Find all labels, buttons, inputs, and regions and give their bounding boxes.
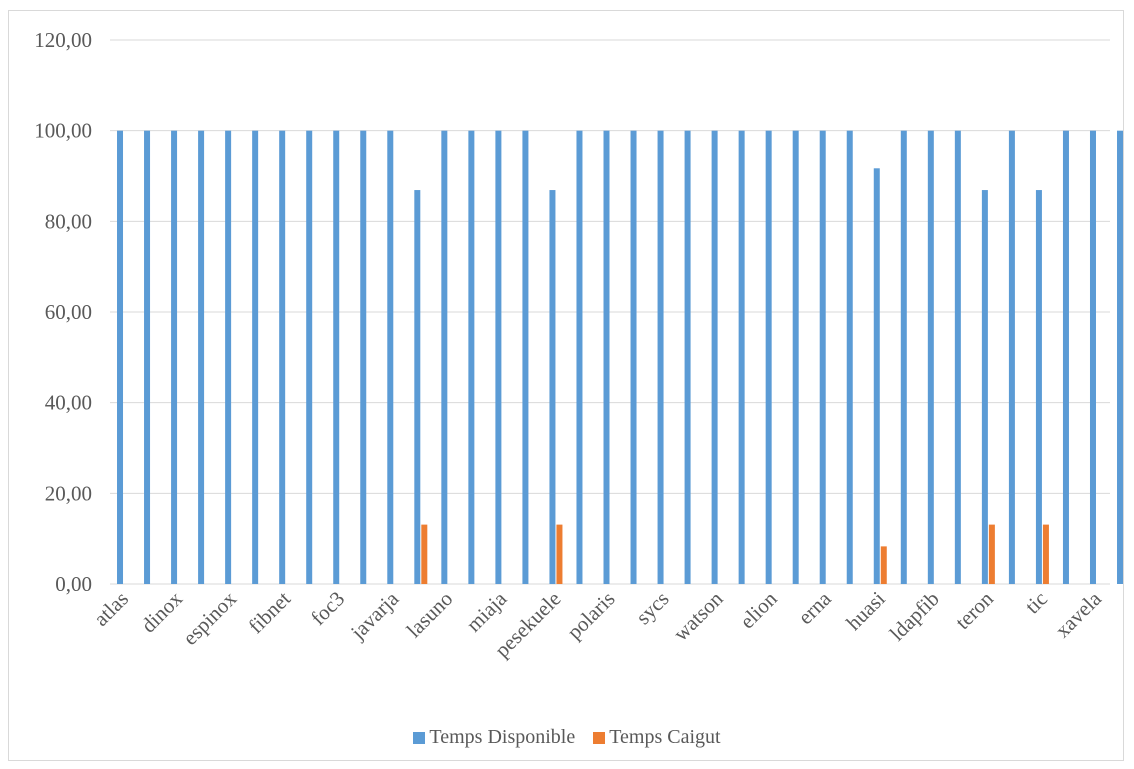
x-tick-label: elion xyxy=(735,586,782,633)
bar-temps-disponible xyxy=(657,130,664,584)
bar-temps-disponible xyxy=(819,130,826,584)
bar-temps-disponible xyxy=(387,130,394,584)
legend-item-series-1: Temps Caigut xyxy=(593,726,721,749)
x-tick-label: huasi xyxy=(841,586,889,634)
bar-temps-disponible xyxy=(684,130,691,584)
bar-temps-caigut xyxy=(556,524,563,584)
y-tick-label: 60,00 xyxy=(45,300,92,324)
bar-temps-disponible xyxy=(198,130,205,584)
bar-temps-disponible xyxy=(306,130,313,584)
bar-temps-caigut xyxy=(1042,524,1049,584)
bar-temps-disponible xyxy=(792,130,799,584)
bar-temps-disponible xyxy=(603,130,610,584)
x-tick-label: polaris xyxy=(562,587,619,644)
bar-temps-disponible xyxy=(144,130,151,584)
legend-label: Temps Disponible xyxy=(429,726,576,748)
bar-temps-disponible xyxy=(1117,130,1124,584)
bar-temps-disponible xyxy=(1062,130,1069,584)
bar-temps-disponible xyxy=(441,130,448,584)
bar-temps-caigut xyxy=(880,546,887,584)
y-tick-label: 20,00 xyxy=(45,481,92,505)
legend-item-series-0: Temps Disponible xyxy=(413,726,575,749)
bar-temps-disponible xyxy=(1035,190,1042,584)
y-tick-label: 80,00 xyxy=(45,209,92,233)
bar-temps-disponible xyxy=(225,130,232,584)
x-tick-label: foc3 xyxy=(306,587,349,630)
y-tick-label: 40,00 xyxy=(45,391,92,415)
bar-temps-disponible xyxy=(468,130,475,584)
bar-temps-disponible xyxy=(1089,130,1096,584)
y-tick-label: 120,00 xyxy=(34,28,92,52)
bar-temps-disponible xyxy=(954,130,961,584)
bar-temps-disponible xyxy=(414,190,421,584)
legend-swatch xyxy=(593,731,606,744)
bar-temps-caigut xyxy=(421,524,428,584)
bar-temps-disponible xyxy=(171,130,178,584)
legend: Temps Disponible Temps Caigut xyxy=(0,726,1134,749)
bar-temps-disponible xyxy=(333,130,340,584)
x-tick-label: atlas xyxy=(89,587,133,631)
bar-temps-disponible xyxy=(846,130,853,584)
bar-temps-disponible xyxy=(576,130,583,584)
x-tick-label: miaja xyxy=(461,586,511,636)
x-tick-label: ldapfib xyxy=(885,587,944,646)
bar-temps-disponible xyxy=(738,130,745,584)
bar-temps-disponible xyxy=(252,130,259,584)
y-tick-label: 0,00 xyxy=(55,572,92,596)
gridlines xyxy=(110,39,1110,585)
x-tick-label: fibnet xyxy=(244,586,296,638)
x-tick-label: xavela xyxy=(1050,586,1106,642)
bar-temps-disponible xyxy=(873,168,880,584)
x-tick-label: erna xyxy=(793,586,836,629)
bar-temps-disponible xyxy=(900,130,907,584)
bar-temps-disponible xyxy=(279,130,286,584)
bar-temps-disponible xyxy=(711,130,718,584)
x-tick-label: espinox xyxy=(178,586,242,650)
bar-temps-disponible xyxy=(765,130,772,584)
bar-temps-disponible xyxy=(495,130,502,584)
bar-temps-disponible xyxy=(360,130,367,584)
bar-temps-disponible xyxy=(522,130,529,584)
y-axis-ticks: 0,00 20,00 40,00 60,00 80,00 100,00 120,00 xyxy=(34,28,92,596)
bar-temps-disponible xyxy=(117,130,124,584)
x-tick-label: javarja xyxy=(345,586,404,645)
x-tick-label: watson xyxy=(669,586,728,645)
bar-temps-disponible xyxy=(1008,130,1015,584)
bar-temps-disponible xyxy=(981,190,988,584)
bar-temps-disponible xyxy=(630,130,637,584)
bar-temps-caigut xyxy=(988,524,995,584)
x-tick-label: lasuno xyxy=(402,587,458,643)
chart-frame xyxy=(8,10,1124,761)
legend-label: Temps Caigut xyxy=(609,726,721,748)
bar-temps-disponible xyxy=(927,130,934,584)
x-tick-label: sycs xyxy=(631,587,674,630)
bars xyxy=(117,130,1124,584)
y-tick-label: 100,00 xyxy=(34,119,92,143)
x-tick-label: teron xyxy=(950,586,998,634)
bar-temps-disponible xyxy=(549,190,556,584)
x-tick-label: tic xyxy=(1020,587,1052,619)
legend-swatch xyxy=(413,731,426,744)
